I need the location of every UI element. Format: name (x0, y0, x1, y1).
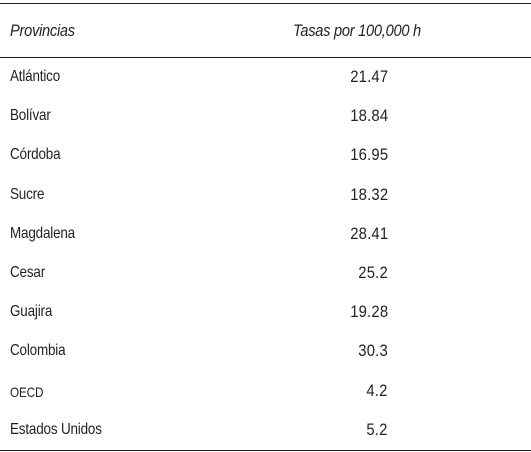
province-name: Sucre (10, 185, 45, 203)
province-name: Cesar (10, 263, 46, 281)
table-row: Guajira 19.28 (0, 292, 531, 331)
table-top-rule (0, 3, 531, 4)
table-row: Cesar 25.2 (0, 253, 531, 292)
table-row: OECD 4.2 (0, 371, 531, 410)
table-body: Atlántico 21.47 Bolívar 18.84 Córdoba 16… (0, 57, 531, 449)
table-header-row: Provincias Tasas por 100,000 h (0, 3, 531, 57)
rate-value: 19.28 (349, 303, 388, 322)
province-name: Córdoba (10, 146, 61, 164)
table-row: Magdalena 28.41 (0, 214, 531, 253)
rate-value: 18.84 (349, 107, 388, 126)
table-row: Atlántico 21.47 (0, 57, 531, 96)
table-row: Estados Unidos 5.2 (0, 410, 531, 449)
rate-value: 16.95 (349, 146, 388, 165)
header-provinces: Provincias (10, 21, 75, 40)
rate-value: 25.2 (358, 263, 388, 282)
province-name: Estados Unidos (10, 420, 102, 438)
rate-value: 18.32 (349, 185, 388, 204)
province-name: Guajira (10, 303, 53, 321)
header-rate: Tasas por 100,000 h (293, 21, 421, 40)
rate-value: 5.2 (366, 420, 388, 439)
province-name: Bolívar (10, 107, 51, 125)
table-row: Colombia 30.3 (0, 331, 531, 370)
province-name: Magdalena (10, 224, 75, 242)
province-name: Atlántico (10, 68, 61, 85)
table-header-rule (0, 57, 531, 58)
rate-value: 4.2 (366, 381, 388, 400)
rate-value: 21.47 (349, 68, 388, 86)
rate-value: 28.41 (349, 224, 388, 243)
rate-value: 30.3 (358, 342, 388, 361)
table-bottom-rule (0, 450, 531, 451)
table-row: Bolívar 18.84 (0, 96, 531, 135)
table-row: Sucre 18.32 (0, 175, 531, 214)
province-name: OECD (10, 383, 44, 400)
table-row: Córdoba 16.95 (0, 135, 531, 174)
province-name: Colombia (10, 342, 66, 360)
